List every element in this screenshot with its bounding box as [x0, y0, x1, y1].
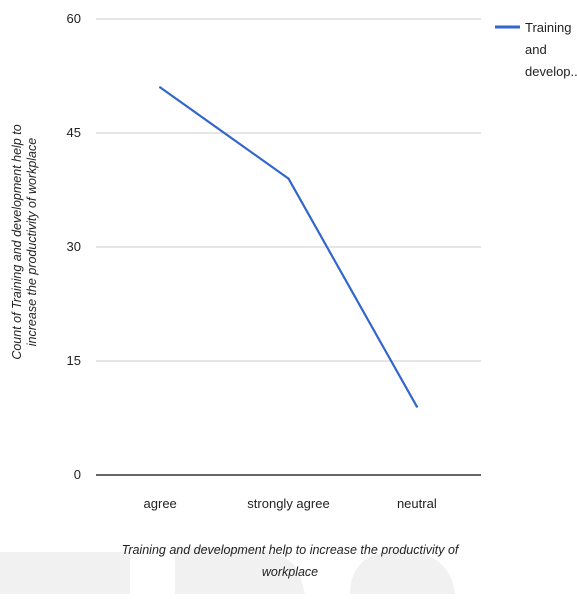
- y-tick-label: 15: [67, 353, 81, 368]
- y-tick-label: 60: [67, 11, 81, 26]
- data-point: [415, 405, 419, 408]
- watermark-decoration: [0, 548, 455, 594]
- x-tick-label: neutral: [397, 496, 437, 511]
- x-tick-label: agree: [144, 496, 177, 511]
- x-tick-label: strongly agree: [247, 496, 329, 511]
- gridlines: [96, 18, 481, 476]
- x-axis-title: Training and development help to increas…: [122, 543, 460, 579]
- series-lines: [158, 86, 419, 408]
- legend: Training and develop...: [495, 20, 577, 79]
- legend-label: Training and develop...: [525, 20, 577, 79]
- y-tick-label: 0: [74, 467, 81, 482]
- y-tick-label: 30: [67, 239, 81, 254]
- data-point: [158, 86, 162, 89]
- y-axis-ticks: 0 15 30 45 60: [67, 11, 81, 482]
- y-tick-label: 45: [67, 125, 81, 140]
- y-axis-title: Count of Training and development help t…: [10, 124, 39, 359]
- x-axis-ticks: agree strongly agree neutral: [144, 496, 437, 511]
- data-point: [287, 177, 290, 180]
